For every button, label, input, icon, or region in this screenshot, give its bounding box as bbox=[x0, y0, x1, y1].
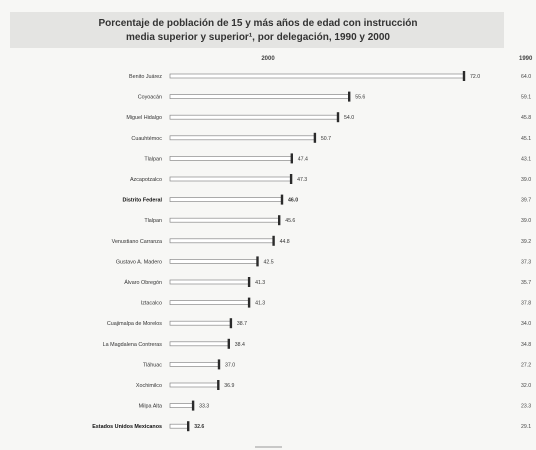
bar-end-marker bbox=[280, 194, 284, 205]
data-label: 72.0 bbox=[470, 74, 480, 80]
bar-end-marker bbox=[313, 132, 317, 143]
data-label: 46.0 bbox=[288, 198, 298, 204]
value-1990: 59.1 bbox=[521, 95, 531, 101]
data-label: 54.0 bbox=[344, 115, 354, 121]
bar-end-marker bbox=[217, 380, 220, 390]
value-1990: 64.0 bbox=[521, 74, 531, 80]
data-label: 45.6 bbox=[285, 218, 295, 224]
category-label: Gustavo A. Madero bbox=[116, 259, 162, 265]
value-1990: 45.1 bbox=[521, 136, 531, 142]
chart-title-line2: media superior y superior¹, por delegaci… bbox=[126, 32, 390, 43]
value-1990: 45.8 bbox=[521, 115, 531, 121]
bar-end-marker bbox=[348, 91, 351, 102]
chart-title-line1: Porcentaje de población de 15 y más años… bbox=[99, 18, 418, 29]
bar-end-marker bbox=[278, 215, 281, 226]
value-1990: 27.2 bbox=[521, 362, 531, 368]
data-label: 47.3 bbox=[297, 177, 307, 183]
bar-end-marker bbox=[462, 71, 466, 81]
bar-end-marker bbox=[191, 400, 195, 411]
data-label: 32.6 bbox=[194, 424, 204, 430]
category-label: Xochimilco bbox=[136, 383, 162, 389]
bar bbox=[169, 217, 280, 223]
category-label: Cuauhtémoc bbox=[131, 136, 162, 142]
bar-end-marker bbox=[229, 318, 233, 329]
bar-end-marker bbox=[256, 256, 259, 267]
bar bbox=[169, 341, 230, 347]
bar bbox=[169, 300, 250, 305]
bar bbox=[169, 382, 219, 388]
bar bbox=[169, 114, 339, 120]
category-label: Tlalpan bbox=[144, 218, 162, 224]
value-1990: 39.2 bbox=[521, 239, 531, 245]
category-label: Azcapotzalco bbox=[130, 177, 162, 183]
bar bbox=[169, 362, 220, 367]
column-header-1990: 1990 bbox=[519, 56, 533, 62]
bar bbox=[169, 94, 350, 99]
value-1990: 23.3 bbox=[521, 404, 531, 410]
bar bbox=[169, 238, 274, 244]
bar bbox=[169, 259, 258, 264]
data-label: 55.6 bbox=[355, 95, 365, 101]
data-label: 47.4 bbox=[298, 156, 308, 162]
bar-end-marker bbox=[336, 112, 340, 123]
bar-end-marker bbox=[289, 174, 293, 184]
bar bbox=[169, 320, 232, 326]
value-1990: 29.1 bbox=[521, 424, 531, 430]
data-label: 33.3 bbox=[199, 404, 209, 410]
value-1990: 34.8 bbox=[521, 342, 531, 348]
bar-end-marker bbox=[272, 235, 275, 246]
bar-end-marker bbox=[247, 297, 251, 308]
data-label: 38.4 bbox=[235, 342, 245, 348]
data-label: 36.9 bbox=[224, 383, 234, 389]
value-1990: 43.1 bbox=[521, 156, 531, 162]
bar bbox=[169, 423, 189, 429]
bar-end-marker bbox=[187, 421, 190, 432]
category-label: Milpa Alta bbox=[139, 404, 162, 410]
title-banner bbox=[10, 12, 504, 48]
category-label: Distrito Federal bbox=[122, 198, 162, 204]
value-1990: 32.0 bbox=[521, 383, 531, 389]
value-1990: 35.7 bbox=[521, 280, 531, 286]
data-label: 50.7 bbox=[321, 136, 331, 142]
bar bbox=[169, 135, 316, 141]
bar-end-marker bbox=[290, 153, 293, 164]
bar bbox=[169, 403, 194, 408]
chart-rows: Benito Juárez 72.0 64.0 Coyoacán 55.6 59.1 Mig… bbox=[92, 71, 531, 432]
category-label: Cuajimalpa de Morelos bbox=[107, 321, 162, 327]
category-label: Miguel Hidalgo bbox=[126, 115, 162, 121]
category-label: Álvaro Obregón bbox=[124, 279, 162, 286]
bar bbox=[169, 197, 283, 202]
category-label: Tláhuac bbox=[143, 362, 162, 368]
value-1990: 39.0 bbox=[521, 177, 531, 183]
value-1990: 37.3 bbox=[521, 259, 531, 265]
bar bbox=[169, 156, 293, 161]
value-1990: 39.7 bbox=[521, 198, 531, 204]
data-label: 41.3 bbox=[255, 301, 265, 307]
bar bbox=[169, 176, 292, 182]
category-label: Coyoacán bbox=[138, 95, 162, 101]
category-label: La Magdalena Contreras bbox=[103, 342, 163, 348]
data-label: 37.0 bbox=[225, 362, 235, 368]
data-label: 41.3 bbox=[255, 280, 265, 286]
value-1990: 34.0 bbox=[521, 321, 531, 327]
bar bbox=[169, 73, 465, 79]
data-label: 44.8 bbox=[280, 239, 290, 245]
category-label: Tlalpan bbox=[144, 156, 162, 162]
bar-end-marker bbox=[247, 277, 251, 287]
data-label: 42.5 bbox=[264, 259, 274, 265]
data-label: 38.7 bbox=[237, 321, 247, 327]
bar-end-marker bbox=[227, 338, 230, 349]
category-label: Iztacalco bbox=[141, 301, 162, 307]
bar-end-marker bbox=[217, 359, 221, 370]
value-1990: 39.0 bbox=[521, 218, 531, 224]
value-1990: 37.8 bbox=[521, 301, 531, 307]
category-label: Benito Juárez bbox=[129, 74, 162, 80]
category-label: Estados Unidos Mexicanos bbox=[92, 424, 162, 430]
category-label: Venustiano Carranza bbox=[112, 239, 162, 245]
column-header-2000: 2000 bbox=[261, 56, 275, 62]
bar bbox=[169, 279, 250, 285]
